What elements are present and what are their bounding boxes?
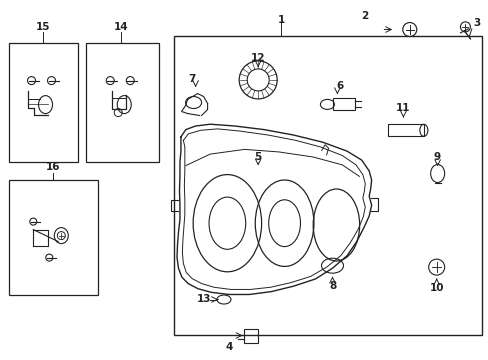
Text: 14: 14 [114, 22, 128, 32]
Bar [85, 43, 159, 162]
Text: 5: 5 [254, 152, 261, 162]
Text: 7: 7 [188, 74, 196, 84]
Text: 12: 12 [250, 53, 265, 63]
Text: 15: 15 [36, 22, 50, 32]
Text: 10: 10 [428, 283, 443, 293]
Text: 3: 3 [472, 18, 479, 28]
Bar [9, 43, 78, 162]
Text: 1: 1 [277, 15, 284, 25]
Text: 6: 6 [336, 81, 343, 91]
Text: 16: 16 [45, 162, 60, 172]
Bar [9, 180, 98, 295]
Text: 4: 4 [224, 342, 232, 352]
Text: 11: 11 [395, 103, 410, 113]
Text: 2: 2 [360, 11, 367, 21]
Bar [173, 36, 481, 335]
Bar [244, 329, 258, 342]
Text: 8: 8 [328, 281, 335, 291]
Text: 13: 13 [197, 294, 211, 304]
Bar [333, 98, 355, 111]
Bar [387, 124, 423, 136]
Text: 9: 9 [432, 152, 439, 162]
